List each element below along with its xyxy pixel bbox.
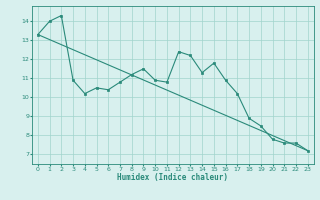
X-axis label: Humidex (Indice chaleur): Humidex (Indice chaleur) bbox=[117, 173, 228, 182]
